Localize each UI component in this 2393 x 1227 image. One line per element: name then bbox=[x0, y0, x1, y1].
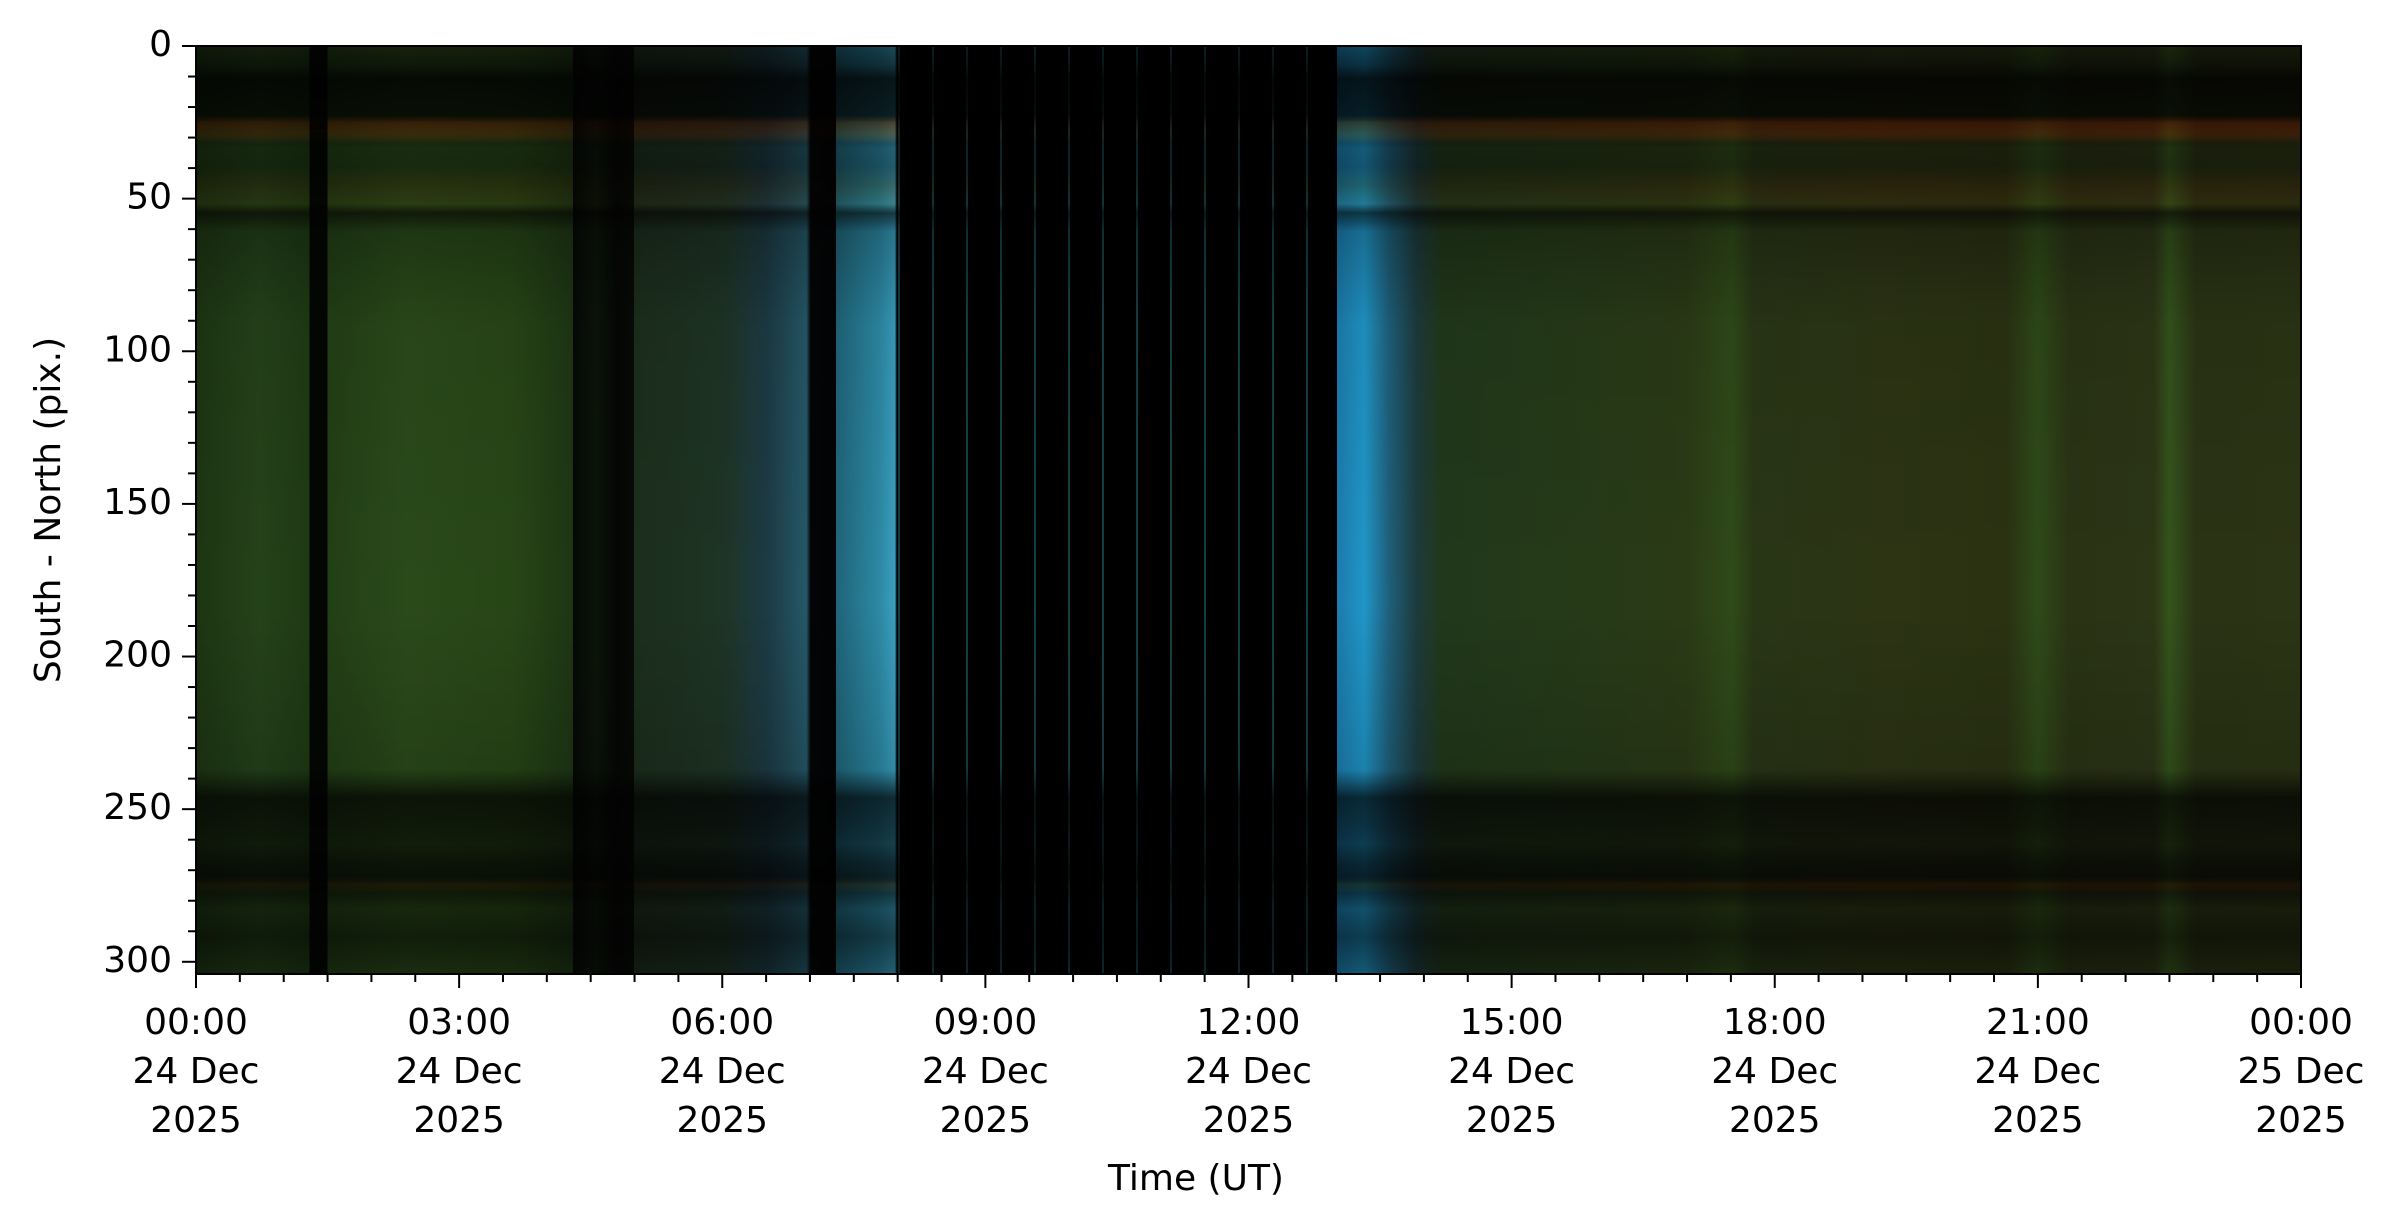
x-tick-label: 2025 bbox=[940, 1100, 1032, 1141]
x-tick-label: 24 Dec bbox=[659, 1051, 786, 1092]
x-tick-label: 24 Dec bbox=[922, 1051, 1049, 1092]
x-tick-label: 24 Dec bbox=[133, 1051, 260, 1092]
x-tick-label: 15:00 bbox=[1460, 1002, 1564, 1043]
x-tick-label: 18:00 bbox=[1723, 1002, 1827, 1043]
x-tick-label: 24 Dec bbox=[1711, 1051, 1838, 1092]
y-tick-label: 50 bbox=[126, 177, 172, 218]
plot-frame bbox=[195, 45, 2302, 975]
x-tick-label: 21:00 bbox=[1986, 1002, 2090, 1043]
y-tick-label: 300 bbox=[103, 940, 172, 981]
y-tick-label: 150 bbox=[103, 482, 172, 523]
x-tick-label: 00:00 bbox=[2249, 1002, 2353, 1043]
x-tick-label: 2025 bbox=[1992, 1100, 2084, 1141]
x-tick-label: 2025 bbox=[676, 1100, 768, 1141]
keogram-image bbox=[196, 46, 2301, 974]
x-tick-label: 24 Dec bbox=[396, 1051, 523, 1092]
x-tick-label: 03:00 bbox=[407, 1002, 511, 1043]
x-tick-label: 24 Dec bbox=[1974, 1051, 2101, 1092]
x-tick-label: 24 Dec bbox=[1185, 1051, 1312, 1092]
x-tick-label: 06:00 bbox=[670, 1002, 774, 1043]
x-tick-label: 12:00 bbox=[1197, 1002, 1301, 1043]
x-axis-label: Time (UT) bbox=[1107, 1158, 1284, 1199]
x-tick-label: 2025 bbox=[2255, 1100, 2347, 1141]
x-tick-label: 2025 bbox=[1729, 1100, 1821, 1141]
x-tick-label: 2025 bbox=[1466, 1100, 1558, 1141]
y-tick-label: 100 bbox=[103, 329, 172, 370]
x-tick-label: 2025 bbox=[1203, 1100, 1295, 1141]
x-tick-label: 2025 bbox=[150, 1100, 242, 1141]
y-axis-label: South - North (pix.) bbox=[28, 337, 69, 683]
x-tick-label: 2025 bbox=[413, 1100, 505, 1141]
x-tick-label: 24 Dec bbox=[1448, 1051, 1575, 1092]
y-tick-label: 0 bbox=[149, 24, 172, 65]
y-tick-label: 200 bbox=[103, 635, 172, 676]
x-tick-label: 00:00 bbox=[144, 1002, 248, 1043]
x-tick-label: 09:00 bbox=[934, 1002, 1038, 1043]
image-aurora-band bbox=[196, 46, 2301, 974]
x-tick-label: 25 Dec bbox=[2238, 1051, 2365, 1092]
y-tick-label: 250 bbox=[103, 787, 172, 828]
